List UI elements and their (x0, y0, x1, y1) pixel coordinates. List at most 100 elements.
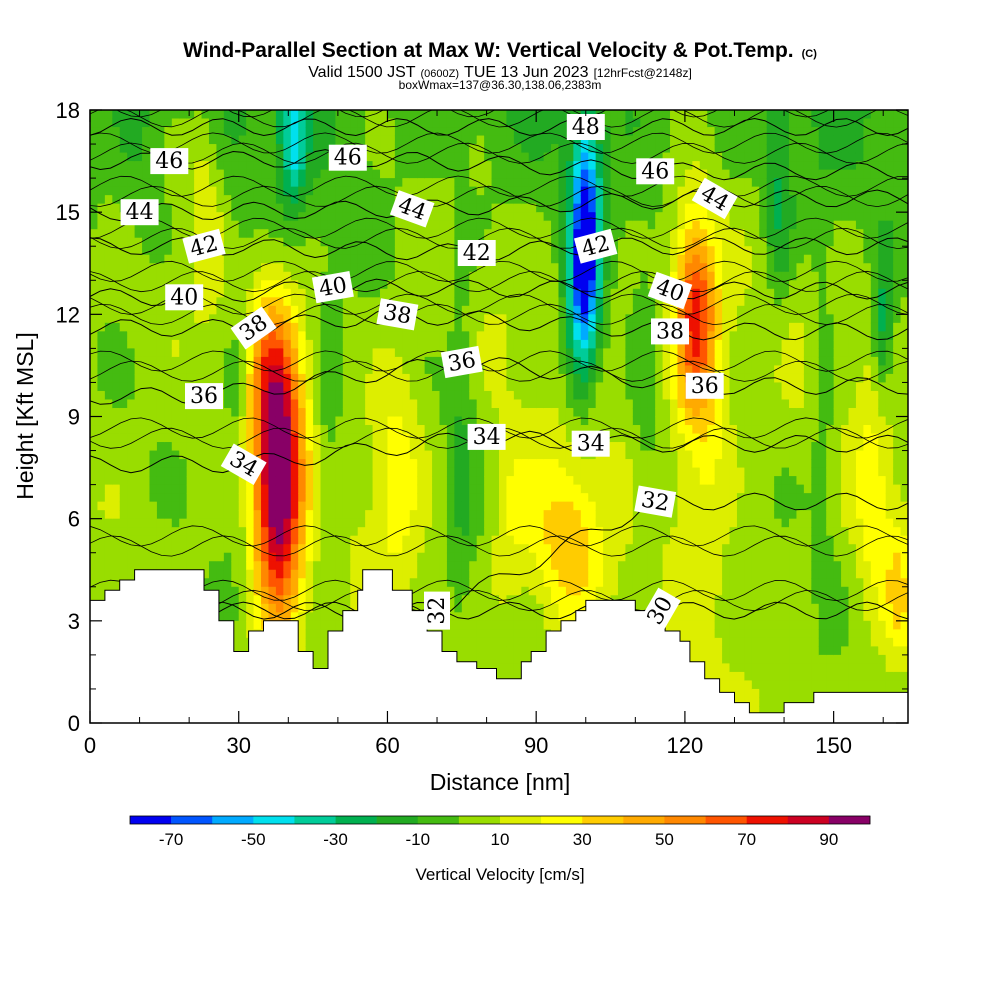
w-cell (134, 220, 143, 230)
w-cell (595, 510, 604, 520)
w-cell (446, 220, 455, 230)
w-cell (417, 339, 426, 349)
w-cell (231, 620, 240, 630)
w-cell (499, 612, 508, 622)
w-cell (409, 595, 418, 605)
w-cell (417, 569, 426, 579)
w-cell (357, 220, 366, 230)
w-cell (424, 365, 433, 375)
w-cell (275, 373, 284, 384)
w-cell (223, 186, 232, 196)
w-cell (90, 578, 99, 588)
w-cell (194, 144, 203, 154)
w-cell (424, 161, 433, 171)
w-cell (580, 578, 589, 588)
w-cell (275, 280, 284, 290)
w-cell (149, 280, 158, 290)
w-cell (268, 169, 277, 179)
w-cell (327, 433, 336, 443)
w-cell (513, 271, 522, 281)
w-cell (350, 407, 359, 418)
w-cell (573, 339, 582, 349)
w-cell (268, 229, 277, 239)
w-cell (268, 416, 277, 426)
w-cell (186, 195, 195, 205)
w-cell (521, 467, 530, 477)
w-cell (402, 510, 411, 520)
w-cell (476, 527, 485, 537)
w-cell (588, 544, 597, 554)
w-cell (357, 416, 366, 426)
w-cell (432, 399, 441, 409)
w-cell (446, 612, 455, 622)
w-cell (402, 535, 411, 545)
w-cell (134, 280, 143, 290)
w-cell (208, 152, 218, 162)
w-cell (424, 467, 433, 477)
w-cell (476, 603, 485, 613)
w-cell (432, 510, 441, 520)
w-cell (491, 169, 500, 179)
w-cell (387, 416, 396, 426)
w-cell (521, 450, 530, 460)
w-cell (127, 442, 136, 452)
w-cell (454, 459, 463, 469)
w-cell (275, 246, 284, 256)
w-cell (194, 220, 203, 230)
w-cell (208, 271, 218, 281)
w-cell (142, 271, 151, 281)
w-cell (223, 314, 232, 324)
w-cell (417, 501, 426, 511)
w-cell (246, 254, 255, 264)
w-cell (156, 544, 165, 554)
w-cell (275, 390, 284, 401)
w-cell (506, 331, 515, 341)
w-cell (127, 552, 136, 562)
w-cell (275, 493, 284, 503)
w-cell (536, 178, 545, 188)
w-cell (164, 305, 173, 315)
w-cell (142, 467, 151, 477)
w-cell (112, 314, 121, 324)
w-cell (238, 186, 247, 196)
w-cell (417, 280, 426, 290)
w-cell (231, 493, 240, 503)
w-cell (261, 144, 270, 154)
w-cell (246, 442, 255, 452)
w-cell (194, 152, 203, 162)
w-cell (305, 254, 314, 264)
w-cell (432, 356, 441, 367)
w-cell (357, 169, 366, 179)
w-cell (194, 450, 203, 460)
w-cell (454, 620, 463, 630)
w-cell (372, 467, 381, 477)
w-cell (350, 365, 359, 375)
w-cell (290, 544, 299, 554)
w-cell (149, 110, 158, 120)
w-cell (499, 339, 508, 349)
w-cell (119, 518, 128, 528)
w-cell (491, 339, 500, 349)
w-cell (283, 348, 292, 358)
w-cell (298, 527, 307, 537)
w-cell (551, 527, 560, 537)
w-cell (246, 544, 255, 554)
w-cell (298, 518, 307, 528)
w-cell (97, 484, 106, 494)
w-cell (446, 382, 455, 392)
w-cell (536, 646, 545, 656)
w-cell (402, 220, 411, 230)
w-cell (372, 254, 381, 264)
w-cell (275, 305, 284, 315)
w-cell (380, 144, 389, 154)
w-cell (372, 365, 381, 375)
w-cell (179, 246, 188, 256)
w-cell (402, 271, 411, 281)
w-cell (253, 416, 262, 426)
w-cell (521, 348, 530, 358)
w-cell (491, 450, 500, 460)
w-cell (127, 459, 136, 469)
w-cell (350, 493, 359, 503)
w-cell (580, 297, 589, 307)
w-cell (335, 135, 344, 145)
